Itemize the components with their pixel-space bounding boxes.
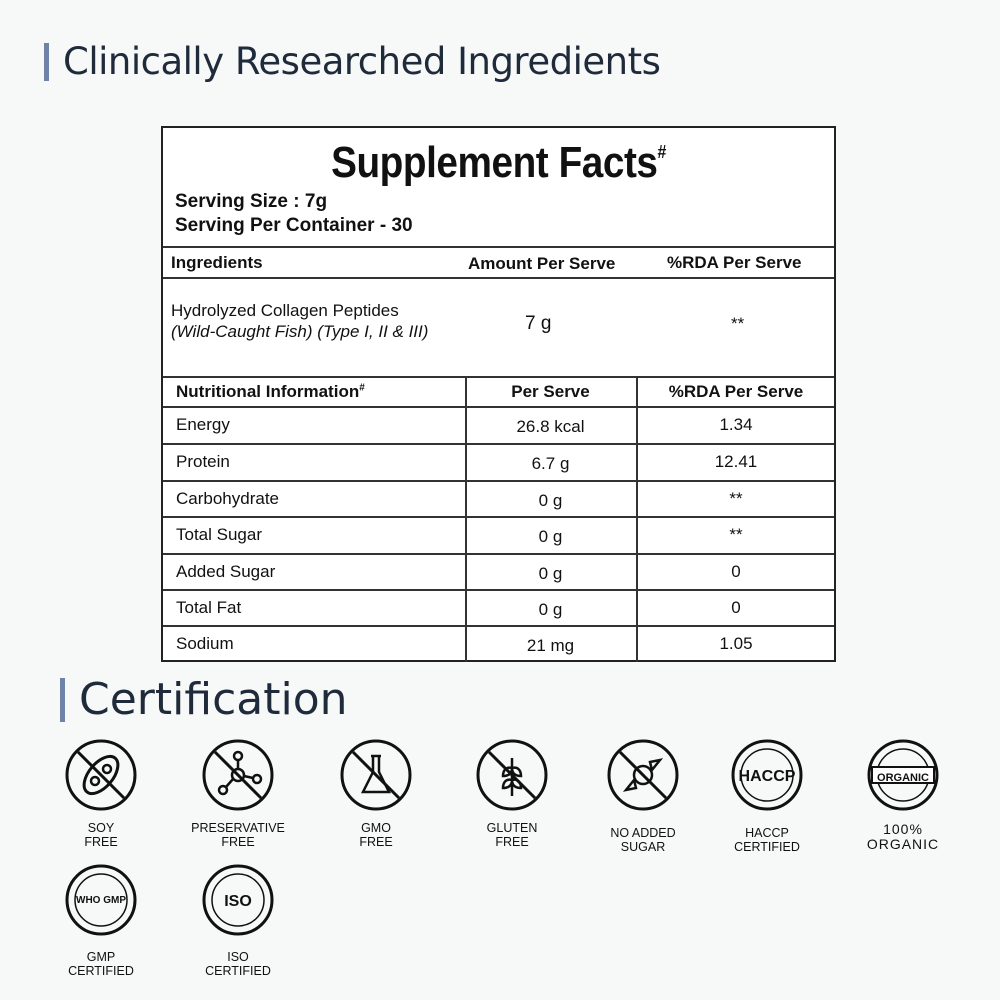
nutrient-per-serve: 21 mg: [526, 636, 575, 655]
title-mark: #: [657, 142, 667, 162]
accent-bar: [44, 42, 49, 81]
nutrient-rda: **: [729, 489, 743, 508]
heading-text: Certification: [79, 674, 348, 725]
no-added-sugar-icon: [607, 739, 679, 811]
col-header: Nutritional Information#: [176, 382, 365, 401]
certification-label: SOY FREE: [84, 821, 118, 849]
nutrient-per-serve: 6.7 g: [531, 454, 570, 473]
gluten-free-icon: [476, 739, 548, 811]
col-header: Ingredients: [171, 253, 263, 272]
col-header: %RDA Per Serve: [667, 253, 802, 272]
nutrient-name: Added Sugar: [176, 562, 276, 581]
certification-label: 100% ORGANIC: [866, 821, 940, 852]
nutrient-name: Carbohydrate: [176, 489, 280, 508]
nutrient-rda: 12.41: [714, 452, 758, 471]
ingredients-heading: Clinically Researched Ingredients: [44, 40, 661, 83]
ingredient-detail: (Wild-Caught Fish) (Type I, II & III): [171, 322, 429, 341]
svg-text:HACCP: HACCP: [739, 768, 796, 785]
certification-label: HACCP CERTIFIED: [734, 826, 800, 854]
iso-icon: ISO: [202, 864, 274, 936]
haccp-icon: HACCP: [731, 739, 803, 811]
preservative-free-icon: [202, 739, 274, 811]
nutrient-rda: 1.34: [719, 415, 753, 434]
organic-icon: ORGANIC: [867, 739, 939, 811]
nutrient-name: Protein: [176, 452, 230, 471]
gmp-icon: WHO GMP: [65, 864, 137, 936]
soy-free-icon: [65, 739, 137, 811]
nutrient-rda: 0: [731, 598, 741, 617]
nutrient-name: Total Fat: [176, 598, 242, 617]
ingredient-amount: 7 g: [525, 313, 552, 334]
col-header: Amount Per Serve: [468, 254, 616, 273]
certification-label: PRESERVATIVE FREE: [191, 821, 285, 849]
svg-text:ORGANIC: ORGANIC: [877, 772, 929, 784]
ingredient-rda: **: [731, 314, 745, 333]
ingredient-name: Hydrolyzed Collagen Peptides: [171, 301, 399, 320]
nutrient-per-serve: 0 g: [538, 564, 563, 583]
nutrient-per-serve: 26.8 kcal: [516, 417, 585, 436]
supplement-facts-table: Supplement Facts# Serving Size : 7g Serv…: [161, 126, 836, 662]
gmo-free-icon: [340, 739, 412, 811]
certification-label: GLUTEN FREE: [486, 821, 538, 849]
nutrient-name: Total Sugar: [176, 525, 262, 544]
svg-text:ISO: ISO: [224, 893, 252, 910]
nutrient-rda: 0: [731, 562, 741, 581]
certification-label: NO ADDED SUGAR: [610, 826, 676, 854]
heading-text: Clinically Researched Ingredients: [63, 40, 661, 83]
servings-per-container: Serving Per Container - 30: [175, 215, 413, 236]
serving-size: Serving Size : 7g: [175, 191, 328, 212]
nutrient-name: Energy: [176, 415, 230, 434]
facts-title: Supplement Facts#: [203, 138, 793, 188]
certification-label: GMP CERTIFIED: [68, 950, 134, 978]
nutrient-per-serve: 0 g: [538, 600, 563, 619]
col-header: Per Serve: [511, 382, 590, 401]
accent-bar: [60, 677, 65, 722]
title-text: Supplement Facts: [331, 138, 658, 187]
col-header: %RDA Per Serve: [668, 382, 804, 401]
certification-label: GMO FREE: [359, 821, 393, 849]
certification-label: ISO CERTIFIED: [205, 950, 271, 978]
svg-text:WHO GMP: WHO GMP: [76, 895, 126, 906]
nutrient-per-serve: 0 g: [538, 491, 563, 510]
nutrient-per-serve: 0 g: [538, 527, 563, 546]
certification-heading: Certification: [60, 674, 348, 725]
nutrient-rda: **: [729, 525, 743, 544]
nutrient-name: Sodium: [176, 634, 234, 653]
nutrient-rda: 1.05: [719, 634, 753, 653]
